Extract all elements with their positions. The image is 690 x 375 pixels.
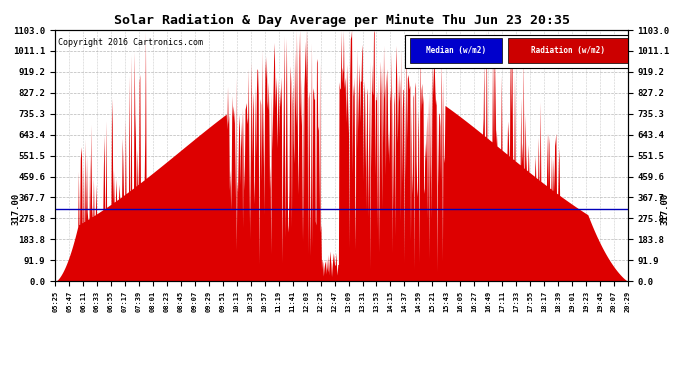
Text: Copyright 2016 Cartronics.com: Copyright 2016 Cartronics.com xyxy=(58,38,203,46)
Bar xyxy=(404,35,633,68)
Bar xyxy=(411,38,502,63)
Title: Solar Radiation & Day Average per Minute Thu Jun 23 20:35: Solar Radiation & Day Average per Minute… xyxy=(114,14,569,27)
Text: Radiation (w/m2): Radiation (w/m2) xyxy=(531,46,604,55)
Text: 317.00: 317.00 xyxy=(660,193,669,225)
Text: Median (w/m2): Median (w/m2) xyxy=(426,46,486,55)
Bar xyxy=(508,38,628,63)
Text: 317.00: 317.00 xyxy=(12,193,21,225)
